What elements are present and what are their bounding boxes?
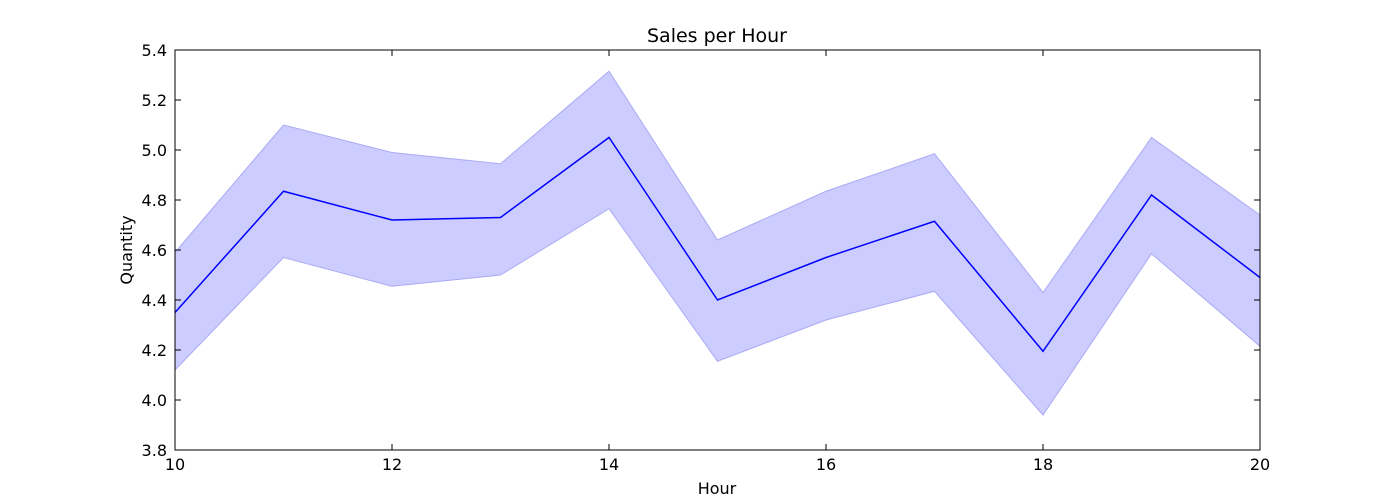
axis-ticks: 10 12 14 16 18 20 3.8 4.0 4.2 4.4 4.6 4.8 5.0 5.2 5.4: [142, 41, 1271, 474]
y-tick-label: 4.2: [142, 341, 167, 360]
y-axis-label: Quantity: [117, 215, 136, 284]
confidence-band: [174, 70, 1261, 416]
y-tick-label: 4.8: [142, 191, 167, 210]
x-tick-label: 14: [599, 455, 619, 474]
x-tick-label: 16: [816, 455, 836, 474]
x-axis-label: Hour: [698, 479, 737, 498]
series-line: [174, 136, 1261, 353]
series-line-layer: [174, 136, 1261, 353]
x-tick-label: 12: [382, 455, 402, 474]
y-tick-label: 4.0: [142, 391, 167, 410]
y-tick-label: 5.2: [142, 91, 167, 110]
x-tick-label: 18: [1033, 455, 1053, 474]
y-tick-label: 3.8: [142, 441, 167, 460]
y-tick-label: 5.4: [142, 41, 167, 60]
confidence-band-layer: [174, 70, 1261, 416]
x-tick-label: 20: [1250, 455, 1270, 474]
y-tick-label: 4.6: [142, 241, 167, 260]
x-tick-label: 10: [165, 455, 185, 474]
y-tick-label: 5.0: [142, 141, 167, 160]
chart-title: Sales per Hour: [647, 25, 787, 47]
y-tick-label: 4.4: [142, 291, 167, 310]
